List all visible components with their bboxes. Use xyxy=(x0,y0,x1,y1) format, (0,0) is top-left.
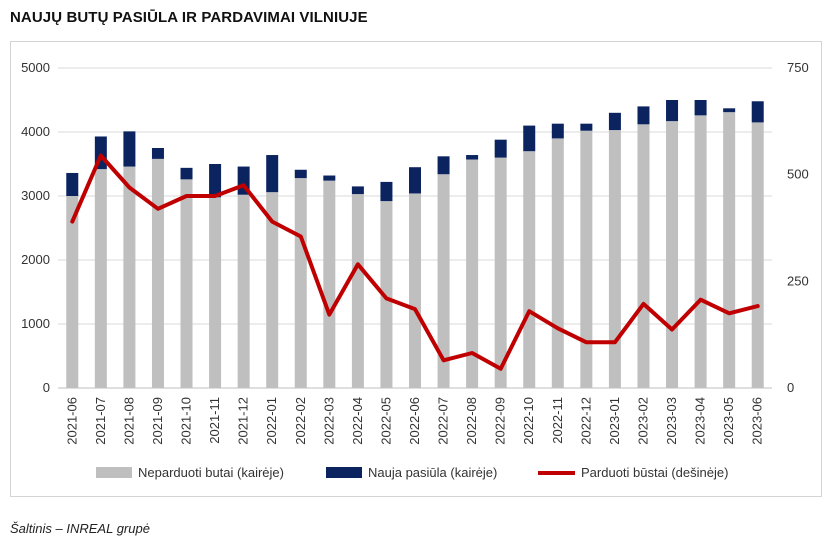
bar-unsold xyxy=(494,157,507,388)
bar-unsold xyxy=(151,158,164,388)
x-tick-label: 2021-11 xyxy=(207,397,222,444)
y-left-tick-label: 4000 xyxy=(21,124,50,139)
x-tick-label: 2023-03 xyxy=(664,397,679,445)
bar-new-supply xyxy=(666,100,679,122)
bar-unsold xyxy=(351,194,364,388)
bar-unsold xyxy=(551,138,564,388)
source-note: Šaltinis – INREAL grupė xyxy=(10,521,150,536)
bar-new-supply xyxy=(466,155,479,160)
y-right-tick-label: 250 xyxy=(787,273,809,288)
x-tick-label: 2022-02 xyxy=(293,397,308,445)
x-tick-label: 2023-02 xyxy=(635,397,650,445)
bar-new-supply xyxy=(751,101,764,123)
bar-new-supply xyxy=(209,164,222,198)
x-tick-label: 2022-07 xyxy=(436,397,451,445)
bar-unsold xyxy=(666,121,679,389)
bar-new-supply xyxy=(409,167,421,194)
bar-new-supply xyxy=(437,156,450,175)
bar-unsold xyxy=(323,180,336,388)
bar-unsold xyxy=(209,197,222,388)
bar-new-supply xyxy=(323,175,336,181)
legend-swatch-unsold xyxy=(96,467,132,478)
bar-unsold xyxy=(637,124,650,388)
bar-unsold xyxy=(409,193,421,388)
bar-new-supply xyxy=(551,123,564,139)
bar-unsold xyxy=(266,192,279,388)
x-tick-label: 2023-05 xyxy=(721,397,736,445)
bar-new-supply xyxy=(608,112,621,131)
x-tick-label: 2022-06 xyxy=(407,397,422,445)
bar-new-supply xyxy=(66,172,79,196)
x-tick-label: 2022-03 xyxy=(321,397,336,445)
y-right-tick-label: 750 xyxy=(787,60,809,75)
bar-unsold xyxy=(66,196,79,388)
x-tick-label: 2021-06 xyxy=(64,397,79,445)
bar-unsold xyxy=(380,201,393,388)
bar-new-supply xyxy=(380,181,393,202)
legend-label-new-supply: Nauja pasiūla (kairėje) xyxy=(368,465,497,480)
y-left-tick-label: 0 xyxy=(43,380,50,395)
bar-new-supply xyxy=(694,100,707,116)
x-tick-label: 2023-04 xyxy=(693,397,708,445)
bar-unsold xyxy=(580,130,593,388)
bar-new-supply xyxy=(580,123,593,131)
bar-unsold xyxy=(466,159,479,388)
x-tick-label: 2022-01 xyxy=(264,397,279,445)
bar-new-supply xyxy=(294,169,307,179)
bar-unsold xyxy=(608,130,621,388)
y-left-tick-label: 1000 xyxy=(21,316,50,331)
x-tick-label: 2021-08 xyxy=(121,397,136,445)
bar-unsold xyxy=(123,166,136,388)
bar-new-supply xyxy=(523,125,536,152)
x-tick-label: 2022-10 xyxy=(521,397,536,445)
bar-unsold xyxy=(723,112,736,388)
x-tick-label: 2022-08 xyxy=(464,397,479,445)
bar-unsold xyxy=(751,122,764,389)
x-tick-label: 2021-09 xyxy=(150,397,165,445)
y-left-tick-label: 2000 xyxy=(21,252,50,267)
y-right-tick-label: 0 xyxy=(787,380,794,395)
y-left-tick-label: 3000 xyxy=(21,188,50,203)
x-tick-label: 2022-09 xyxy=(493,397,508,445)
legend-swatch-new-supply xyxy=(326,467,362,478)
x-tick-label: 2022-05 xyxy=(378,397,393,445)
x-tick-label: 2022-04 xyxy=(350,397,365,445)
bar-unsold xyxy=(294,178,307,388)
legend-label-unsold: Neparduoti butai (kairėje) xyxy=(138,465,284,480)
y-right-tick-label: 500 xyxy=(787,167,809,182)
bar-new-supply xyxy=(151,148,164,159)
x-tick-label: 2021-07 xyxy=(93,397,108,445)
bar-new-supply xyxy=(123,131,136,167)
bar-new-supply xyxy=(266,155,279,193)
x-tick-label: 2021-10 xyxy=(179,397,194,445)
x-tick-label: 2021-12 xyxy=(236,397,251,445)
bar-new-supply xyxy=(494,139,507,158)
chart-frame xyxy=(10,41,822,497)
x-tick-label: 2022-11 xyxy=(550,397,565,444)
legend-label-sold: Parduoti būstai (dešinėje) xyxy=(581,465,728,480)
bar-unsold xyxy=(237,194,250,388)
x-tick-label: 2023-01 xyxy=(607,397,622,445)
x-tick-label: 2022-12 xyxy=(578,397,593,445)
bar-unsold xyxy=(437,174,450,388)
bar-new-supply xyxy=(351,186,364,195)
x-tick-label: 2023-06 xyxy=(750,397,765,445)
bar-new-supply xyxy=(180,167,193,180)
bar-unsold xyxy=(94,169,107,388)
bar-unsold xyxy=(523,151,536,388)
bar-unsold xyxy=(694,115,707,389)
bar-unsold xyxy=(180,179,193,388)
y-left-tick-label: 5000 xyxy=(21,60,50,75)
bar-new-supply xyxy=(723,108,736,113)
bar-new-supply xyxy=(637,106,650,125)
chart-title: NAUJŲ BUTŲ PASIŪLA IR PARDAVIMAI VILNIUJ… xyxy=(10,9,368,26)
